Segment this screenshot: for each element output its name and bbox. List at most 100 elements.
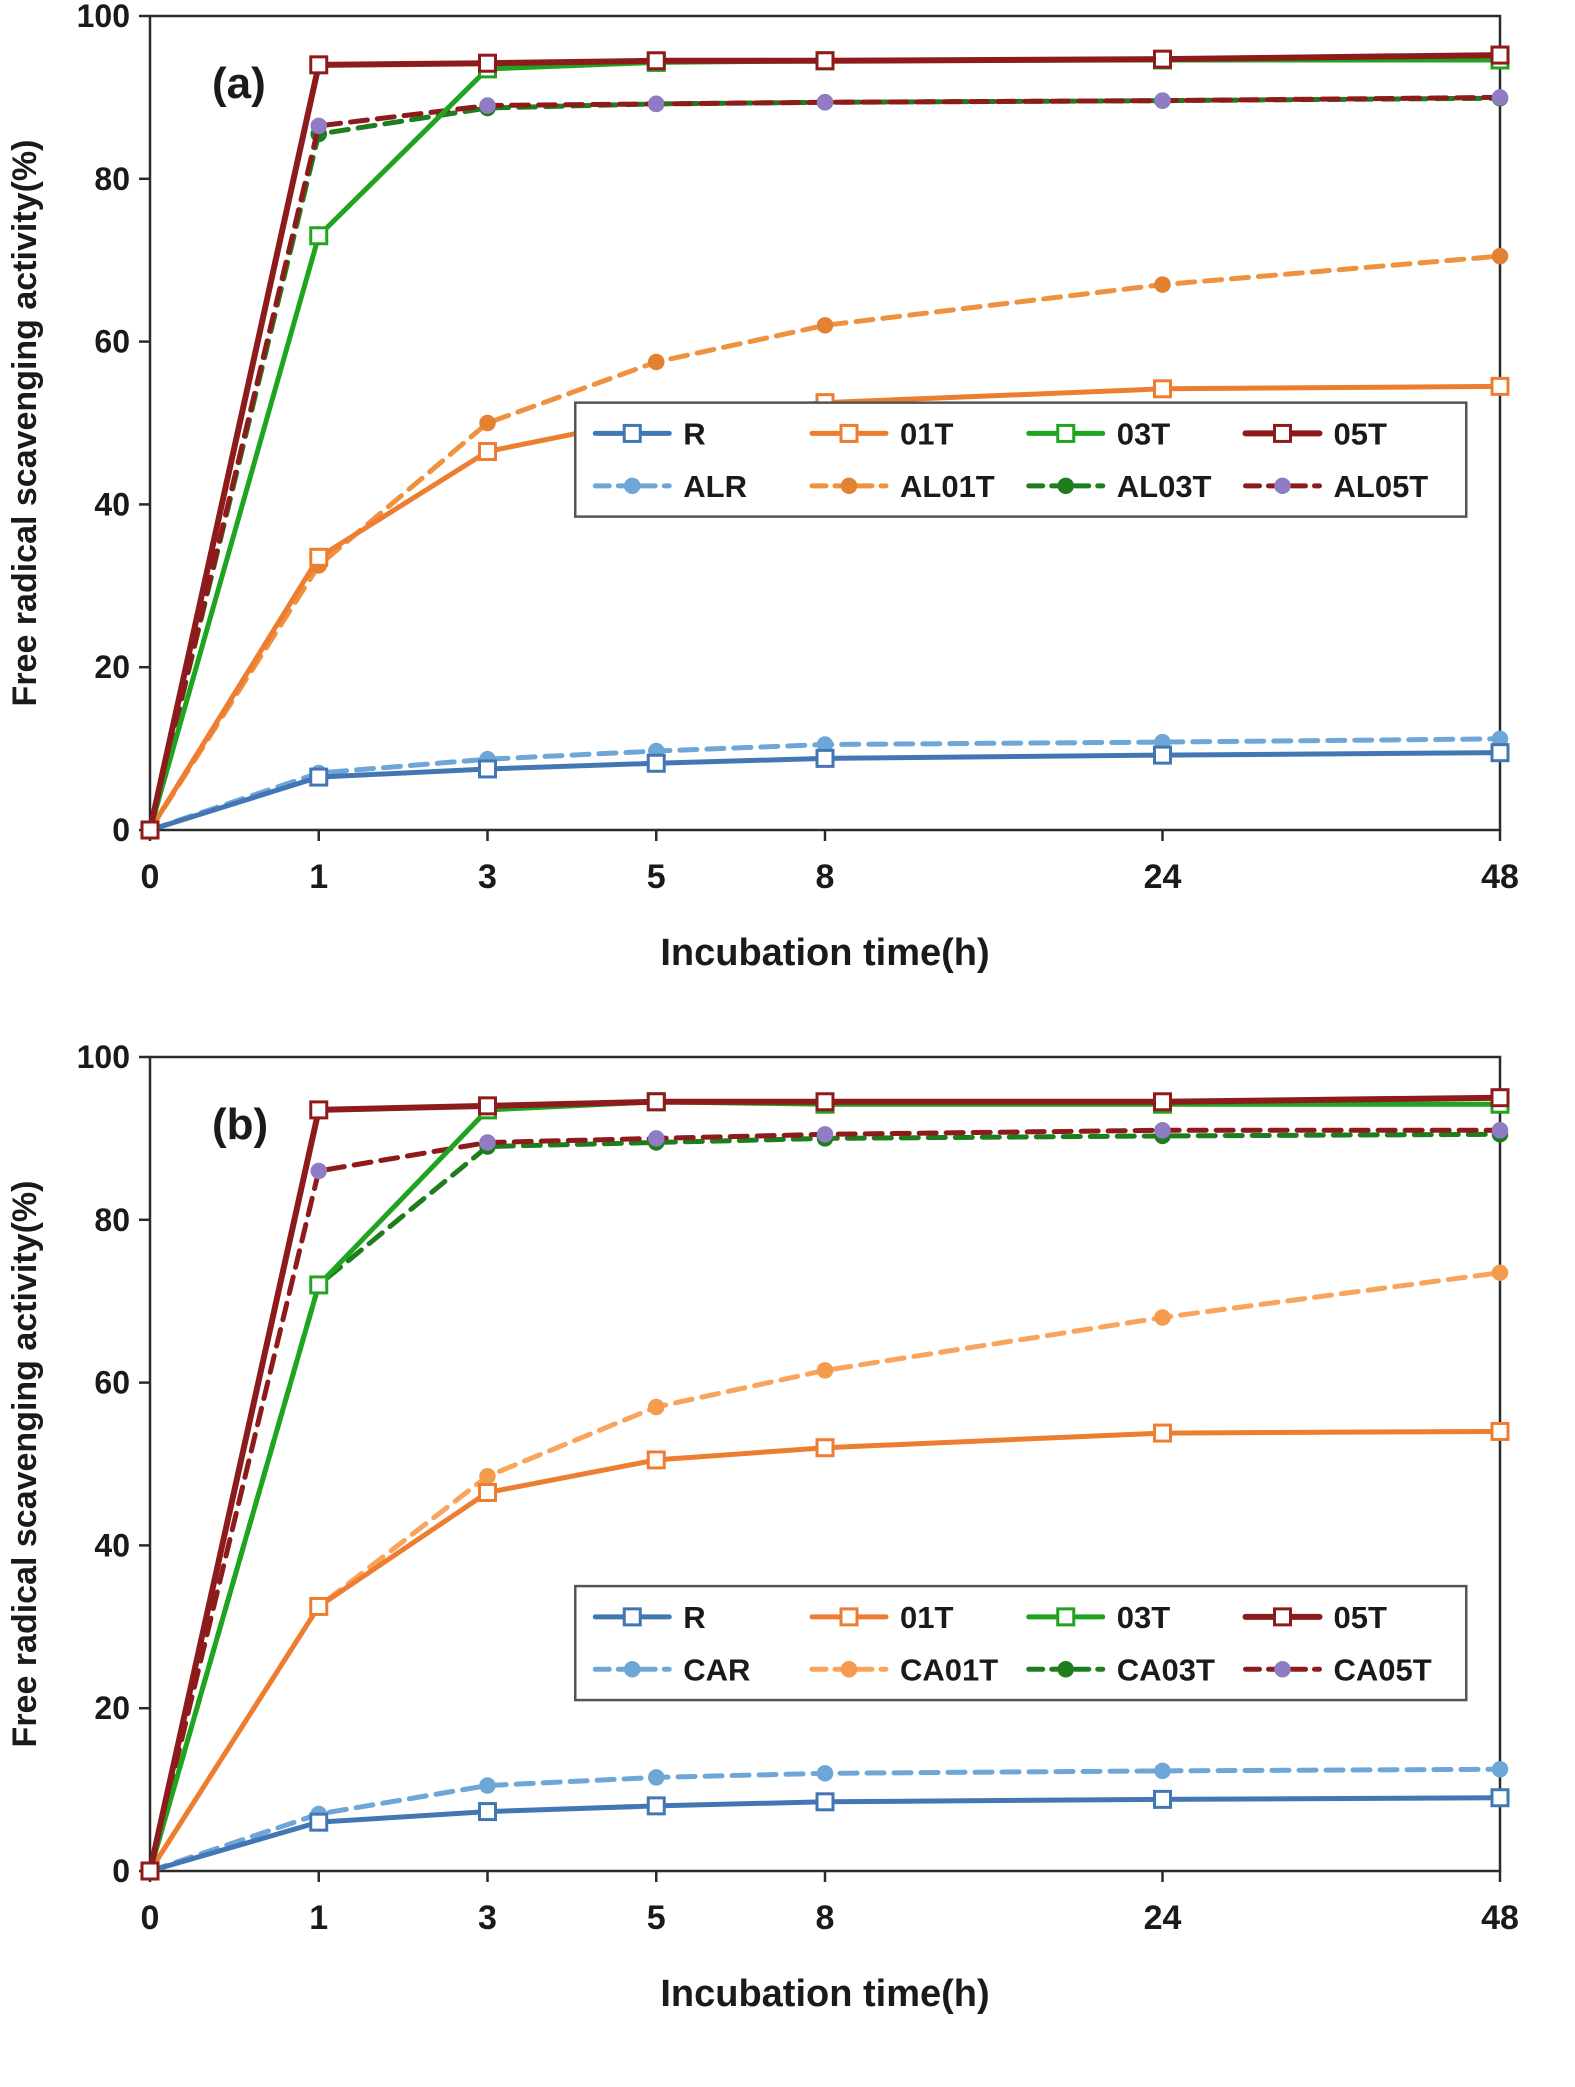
series-marker-R xyxy=(646,753,666,773)
series-line-05T xyxy=(147,1094,1503,1874)
series-marker-CA01T xyxy=(1491,1264,1509,1281)
series-marker-ALR xyxy=(624,477,641,495)
series-marker-AL05T xyxy=(1154,92,1171,109)
series-marker-R xyxy=(622,423,642,443)
legend-label-05T: 05T xyxy=(1334,416,1387,451)
series-marker-CA01T xyxy=(479,1467,496,1485)
panel-label: (a) xyxy=(212,59,266,108)
series-marker-AL05T xyxy=(1491,89,1509,106)
series-marker-05T xyxy=(646,1092,666,1112)
series-marker-R xyxy=(478,759,497,779)
series-marker-AL01T xyxy=(479,414,496,432)
y-axis-title: Free radical scavenging activity(%) xyxy=(6,140,44,707)
series-marker-01T xyxy=(1490,376,1510,396)
panel-label: (b) xyxy=(212,1100,268,1149)
series-marker-AL01T xyxy=(816,317,834,334)
x-axis-tick-label: 48 xyxy=(1481,858,1519,896)
series-marker-AL03T xyxy=(1057,477,1074,495)
series-marker-AL05T xyxy=(648,95,665,113)
series-marker-CA03T xyxy=(1057,1661,1074,1678)
series-marker-R xyxy=(1490,1788,1510,1808)
series-marker-R xyxy=(646,1796,666,1816)
series-marker-R xyxy=(815,748,835,768)
series-marker-05T xyxy=(309,55,329,75)
series-marker-AL01T xyxy=(1154,276,1171,293)
panel-a: 0 20 40 60 80 100 0 1 3 5 8 24 48 Free radical scaven… xyxy=(0,0,1575,1041)
x-axis-tick-label: 24 xyxy=(1144,1899,1182,1937)
series-marker-05T xyxy=(1153,1092,1172,1112)
series-marker-AL05T xyxy=(310,117,327,135)
series-marker-01T xyxy=(478,441,497,461)
series-marker-CA01T xyxy=(648,1398,665,1416)
legend-label-03T: 03T xyxy=(1117,1600,1170,1635)
x-axis-tick-label: 0 xyxy=(141,1899,160,1937)
series-line-CA03T xyxy=(147,1131,1503,1874)
series-marker-01T xyxy=(839,423,859,443)
series-marker-CA05T xyxy=(1491,1122,1509,1139)
series-line-03T xyxy=(147,1099,1503,1874)
series-marker-CA01T xyxy=(816,1362,834,1379)
x-axis-tick-label: 8 xyxy=(816,858,835,896)
y-axis-tick-label: 20 xyxy=(94,1690,130,1726)
series-marker-01T xyxy=(646,1450,666,1470)
series-marker-R xyxy=(1153,745,1172,765)
series-marker-AL05T xyxy=(479,97,496,114)
y-axis-tick-label: 100 xyxy=(77,0,130,34)
series-marker-CA05T xyxy=(1154,1122,1171,1139)
series-marker-05T xyxy=(309,1100,329,1120)
series-marker-CAR xyxy=(1154,1762,1171,1780)
series-marker-CAR xyxy=(479,1777,496,1794)
series-marker-05T xyxy=(815,1092,835,1112)
x-axis-tick-label: 5 xyxy=(647,1899,666,1937)
series-marker-03T xyxy=(309,226,329,246)
legend-label-CAR: CAR xyxy=(683,1652,750,1687)
y-axis-tick-label: 100 xyxy=(77,1041,130,1075)
legend-label-01T: 01T xyxy=(900,1600,953,1635)
series-marker-CA05T xyxy=(1274,1661,1291,1678)
x-axis-title: Incubation time(h) xyxy=(660,932,989,974)
series-marker-AL01T xyxy=(648,353,665,371)
x-axis-tick-label: 5 xyxy=(647,858,666,896)
x-axis-tick-label: 1 xyxy=(309,858,328,896)
x-axis-title: Incubation time(h) xyxy=(660,1973,989,2015)
x-axis-tick-label: 3 xyxy=(478,1899,497,1937)
plot-border xyxy=(148,1055,1502,1873)
series-marker-CA05T xyxy=(816,1126,834,1143)
legend-label-CA05T: CA05T xyxy=(1334,1652,1432,1687)
chart-a-svg: 0 20 40 60 80 100 0 1 3 5 8 24 48 Free radical scaven… xyxy=(6,0,1519,974)
series-marker-R xyxy=(1153,1789,1172,1809)
legend-box xyxy=(574,1584,1468,1702)
series-marker-R xyxy=(478,1802,497,1822)
series-marker-05T xyxy=(140,1861,160,1881)
x-axis-tick-label: 1 xyxy=(309,1899,328,1937)
series-marker-R xyxy=(309,1812,329,1832)
series-marker-R xyxy=(1490,743,1510,763)
y-axis-tick-label: 60 xyxy=(94,1365,130,1401)
legend-label-03T: 03T xyxy=(1117,416,1170,451)
y-axis-tick-label: 0 xyxy=(112,1853,130,1889)
series-marker-05T xyxy=(815,51,835,71)
legend-label-AL03T: AL03T xyxy=(1117,469,1212,504)
series-marker-05T xyxy=(140,820,160,840)
series-marker-01T xyxy=(1490,1421,1510,1441)
series-marker-CA05T xyxy=(479,1134,496,1151)
series-marker-01T xyxy=(1153,379,1172,399)
legend-label-01T: 01T xyxy=(900,416,953,451)
legend-label-CA03T: CA03T xyxy=(1117,1652,1215,1687)
x-axis-tick-label: 24 xyxy=(1144,858,1182,896)
y-axis-tick-label: 0 xyxy=(112,812,130,848)
series-marker-05T xyxy=(646,51,666,71)
series-marker-05T xyxy=(1490,1088,1510,1108)
series-marker-01T xyxy=(309,1596,329,1616)
series-marker-CA05T xyxy=(648,1130,665,1147)
series-marker-R xyxy=(815,1792,835,1812)
y-axis-tick-label: 60 xyxy=(94,324,130,360)
legend-box xyxy=(574,401,1468,518)
legend-label-AL01T: AL01T xyxy=(900,469,995,504)
y-axis-tick-label: 20 xyxy=(94,649,130,685)
series-marker-01T xyxy=(478,1482,497,1502)
series-marker-CAR xyxy=(648,1769,665,1786)
series-marker-05T xyxy=(1153,49,1172,69)
y-axis-tick-label: 40 xyxy=(94,1527,130,1563)
